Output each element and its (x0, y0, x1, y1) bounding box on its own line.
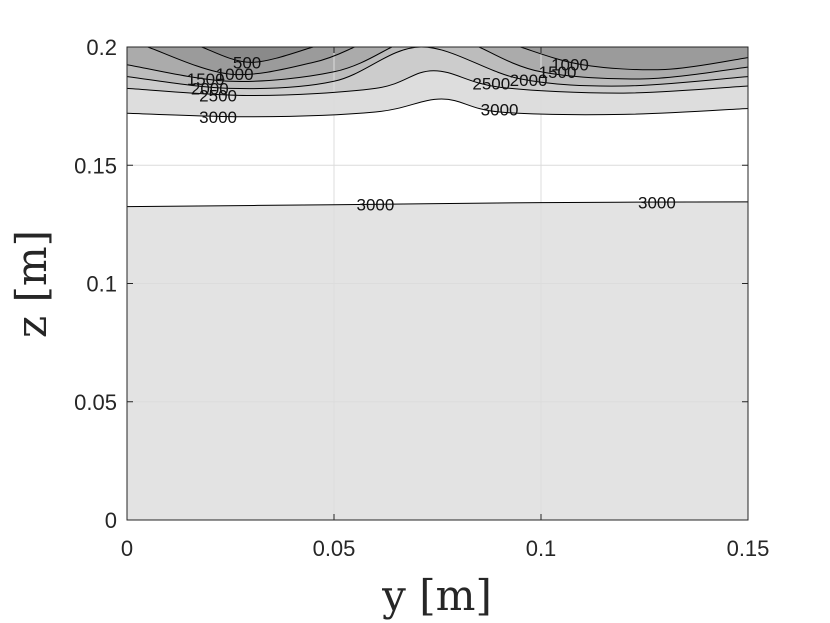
contour-labels: 5001000150020002500300030002500200015001… (187, 53, 676, 215)
contour-line-1500 (127, 47, 393, 82)
contour-label: 2000 (510, 71, 548, 90)
contour-line-3000 (127, 201, 748, 208)
contour-label: 1000 (551, 56, 589, 75)
grid-lines (127, 47, 748, 520)
y-axis-label: z [m] (7, 230, 56, 338)
contour-label: 3000 (481, 101, 519, 120)
contour-label: 2000 (191, 79, 229, 98)
axis-ticks (126, 46, 749, 521)
contour-line-1000 (520, 47, 748, 71)
x-tick-label: 0 (121, 536, 133, 561)
y-tick-label: 0.1 (86, 272, 117, 297)
contour-line-1500 (478, 47, 748, 80)
x-tick-label: 0.15 (727, 536, 770, 561)
contour-label: 1000 (216, 65, 254, 84)
contour-line-3000 (127, 98, 748, 118)
contour-line-2500 (127, 70, 748, 97)
contour-line-2000 (127, 47, 748, 90)
contour-label: 2500 (199, 86, 237, 105)
x-tick-labels: 0 0.05 0.1 0.15 (121, 536, 770, 561)
contour-label: 3000 (356, 196, 394, 215)
contour-line-500 (201, 47, 314, 63)
contour-label: 500 (233, 53, 261, 72)
y-tick-label: 0 (105, 508, 117, 533)
contour-label: 3000 (638, 193, 676, 212)
region-1000-500-right (520, 47, 748, 70)
x-axis-label: y [m] (381, 571, 492, 620)
y-tick-label: 0.05 (74, 390, 117, 415)
x-tick-label: 0.05 (313, 536, 356, 561)
y-tick-label: 0.15 (74, 153, 117, 178)
region-above-3000 (127, 99, 748, 207)
contour-line-1000 (147, 47, 355, 76)
y-tick-label: 0.2 (86, 35, 117, 60)
contour-lines (127, 47, 748, 208)
contour-label: 2500 (472, 75, 510, 94)
y-tick-labels: 0 0.05 0.1 0.15 0.2 (74, 35, 117, 533)
region-below-500 (201, 47, 314, 63)
x-tick-label: 0.1 (526, 536, 557, 561)
contour-label: 3000 (199, 108, 237, 127)
